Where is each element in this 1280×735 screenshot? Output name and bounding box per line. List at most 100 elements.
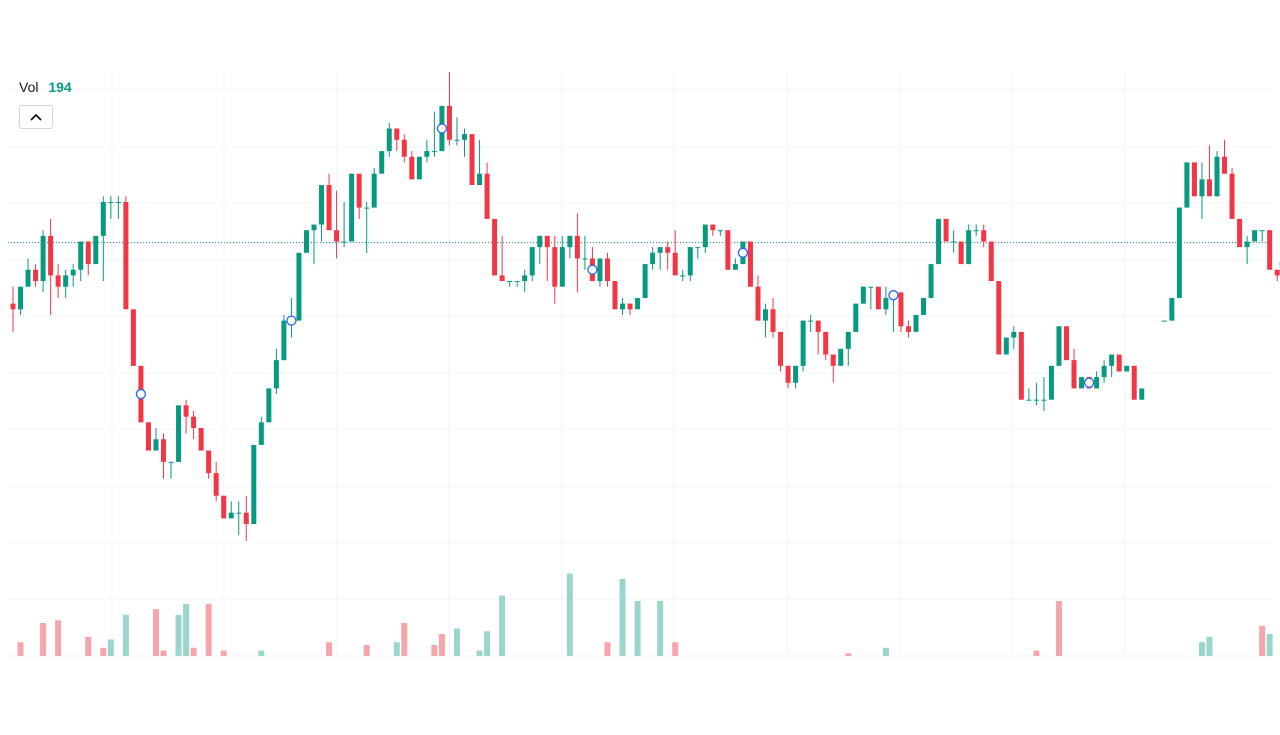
candle-body (605, 258, 610, 281)
candle-body (966, 230, 971, 264)
candle-body (816, 321, 821, 332)
candle-body (650, 253, 655, 264)
candle-body (33, 270, 38, 281)
candle-body (801, 321, 806, 366)
volume-bar (123, 615, 129, 656)
volume-bar (672, 642, 678, 656)
candle-body (763, 309, 768, 320)
volume-bar (364, 645, 370, 656)
candle-body (327, 185, 332, 230)
candle-body (78, 242, 83, 270)
candle-body (522, 275, 527, 281)
candle-body (786, 366, 791, 383)
candle-body (567, 236, 572, 247)
volume-bar (845, 653, 851, 656)
candle-body (1275, 270, 1280, 276)
chevron-up-icon (30, 113, 42, 121)
candle-body (462, 134, 467, 140)
volume-legend-label: Vol (19, 79, 38, 95)
candle-body (199, 428, 204, 451)
candle-body (680, 275, 685, 276)
candle-body (454, 140, 459, 141)
candle-body (613, 281, 618, 309)
candle-body (537, 236, 542, 247)
candle-body (206, 451, 211, 474)
volume-bar (620, 579, 626, 656)
event-marker (1085, 378, 1094, 387)
candle-body (733, 264, 738, 270)
volume-bar (1033, 651, 1039, 657)
candle-body (319, 185, 324, 225)
collapse-legend-button[interactable] (19, 105, 53, 129)
candle-body (131, 309, 136, 366)
volume-bar (1259, 626, 1265, 656)
candle-body (1026, 400, 1031, 401)
marker-layer (136, 124, 1280, 399)
volume-bar (1267, 634, 1273, 656)
candle-body (1245, 242, 1250, 248)
candle-body (560, 247, 565, 287)
candle-body (718, 230, 723, 231)
candle-body (191, 417, 196, 428)
candle-body (1230, 174, 1235, 219)
candle-body (771, 309, 776, 332)
volume-bar (477, 651, 483, 657)
volume-bar (635, 601, 641, 656)
candle-body (936, 219, 941, 264)
candle-body (1117, 355, 1122, 372)
candle-body (342, 242, 347, 243)
candle-body (281, 321, 286, 361)
event-marker (287, 316, 296, 325)
candle-body (1222, 157, 1227, 174)
candle-body (1102, 366, 1107, 377)
volume-bar (604, 642, 610, 656)
volume-legend-value: 194 (48, 79, 71, 95)
candle-body (665, 247, 670, 253)
candle-body (1199, 179, 1204, 196)
candle-body (1034, 400, 1039, 401)
candle-body (379, 151, 384, 174)
candle-body (921, 298, 926, 315)
candle-body (831, 355, 836, 366)
candle-layer (11, 72, 1280, 541)
volume-bar (883, 648, 889, 656)
candle-body (470, 134, 475, 185)
volume-bar (18, 642, 24, 656)
candle-body (1011, 332, 1016, 338)
candle-body (620, 304, 625, 310)
volume-bar (161, 651, 167, 657)
candle-body (688, 247, 693, 275)
candle-body (153, 439, 158, 450)
candle-body (1049, 366, 1054, 400)
event-marker (437, 124, 446, 133)
candle-body (259, 422, 264, 445)
event-marker (738, 248, 747, 257)
volume-bar (567, 574, 573, 657)
candle-body (853, 304, 858, 332)
candle-body (725, 230, 730, 270)
candle-body (387, 129, 392, 152)
candle-body (176, 405, 181, 462)
candle-body (545, 236, 550, 247)
candle-body (695, 247, 700, 248)
candle-body (251, 445, 256, 524)
candle-body (485, 174, 490, 219)
candle-body (394, 129, 399, 140)
candle-body (989, 242, 994, 282)
candle-body (1004, 338, 1009, 355)
candle-body (1072, 360, 1077, 388)
candle-body (93, 236, 98, 264)
volume-bar (191, 648, 197, 656)
candle-body (1139, 388, 1144, 399)
event-marker (136, 390, 145, 399)
candle-body (492, 219, 497, 276)
candle-body (274, 360, 279, 388)
candle-body (1184, 162, 1189, 207)
candle-body (1124, 366, 1129, 372)
volume-bar (326, 642, 332, 656)
candle-body (417, 157, 422, 180)
volume-bar (657, 601, 663, 656)
volume-bar (176, 615, 182, 656)
